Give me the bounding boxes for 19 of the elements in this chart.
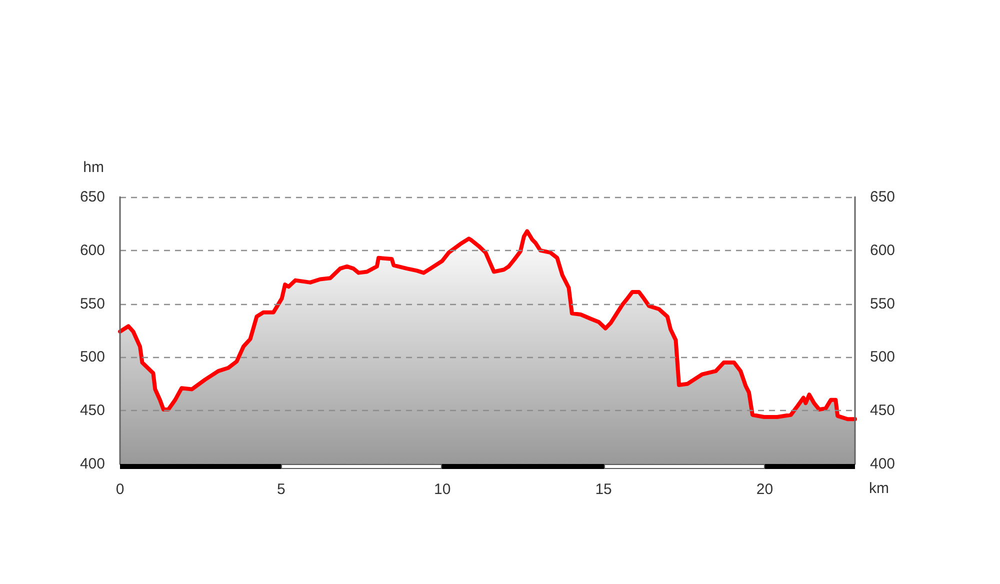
x-tick-label: 10 [434,481,451,498]
y2-tick-label: 650 [870,188,896,206]
y-tick-label: 600 [80,242,105,259]
y-axis-title: hm [83,159,104,176]
y2-tick-label: 550 [870,295,896,312]
y-tick-label: 400 [80,456,105,472]
x-axis-title: km [869,480,889,497]
y-tick-label: 450 [80,402,105,420]
y2-tick-label: 400 [870,456,896,472]
y2-tick-label: 600 [870,242,896,259]
y-tick-label: 650 [80,188,105,206]
y2-tick-label: 450 [870,402,896,420]
y-tick-label: 500 [80,348,105,366]
y2-tick-label: 500 [870,348,896,366]
x-tick-label: 5 [277,481,286,498]
y-tick-label: 550 [80,295,105,312]
x-tick-label: 15 [595,481,612,498]
x-tick-label: 20 [756,481,774,498]
x-tick-label: 0 [116,481,124,498]
